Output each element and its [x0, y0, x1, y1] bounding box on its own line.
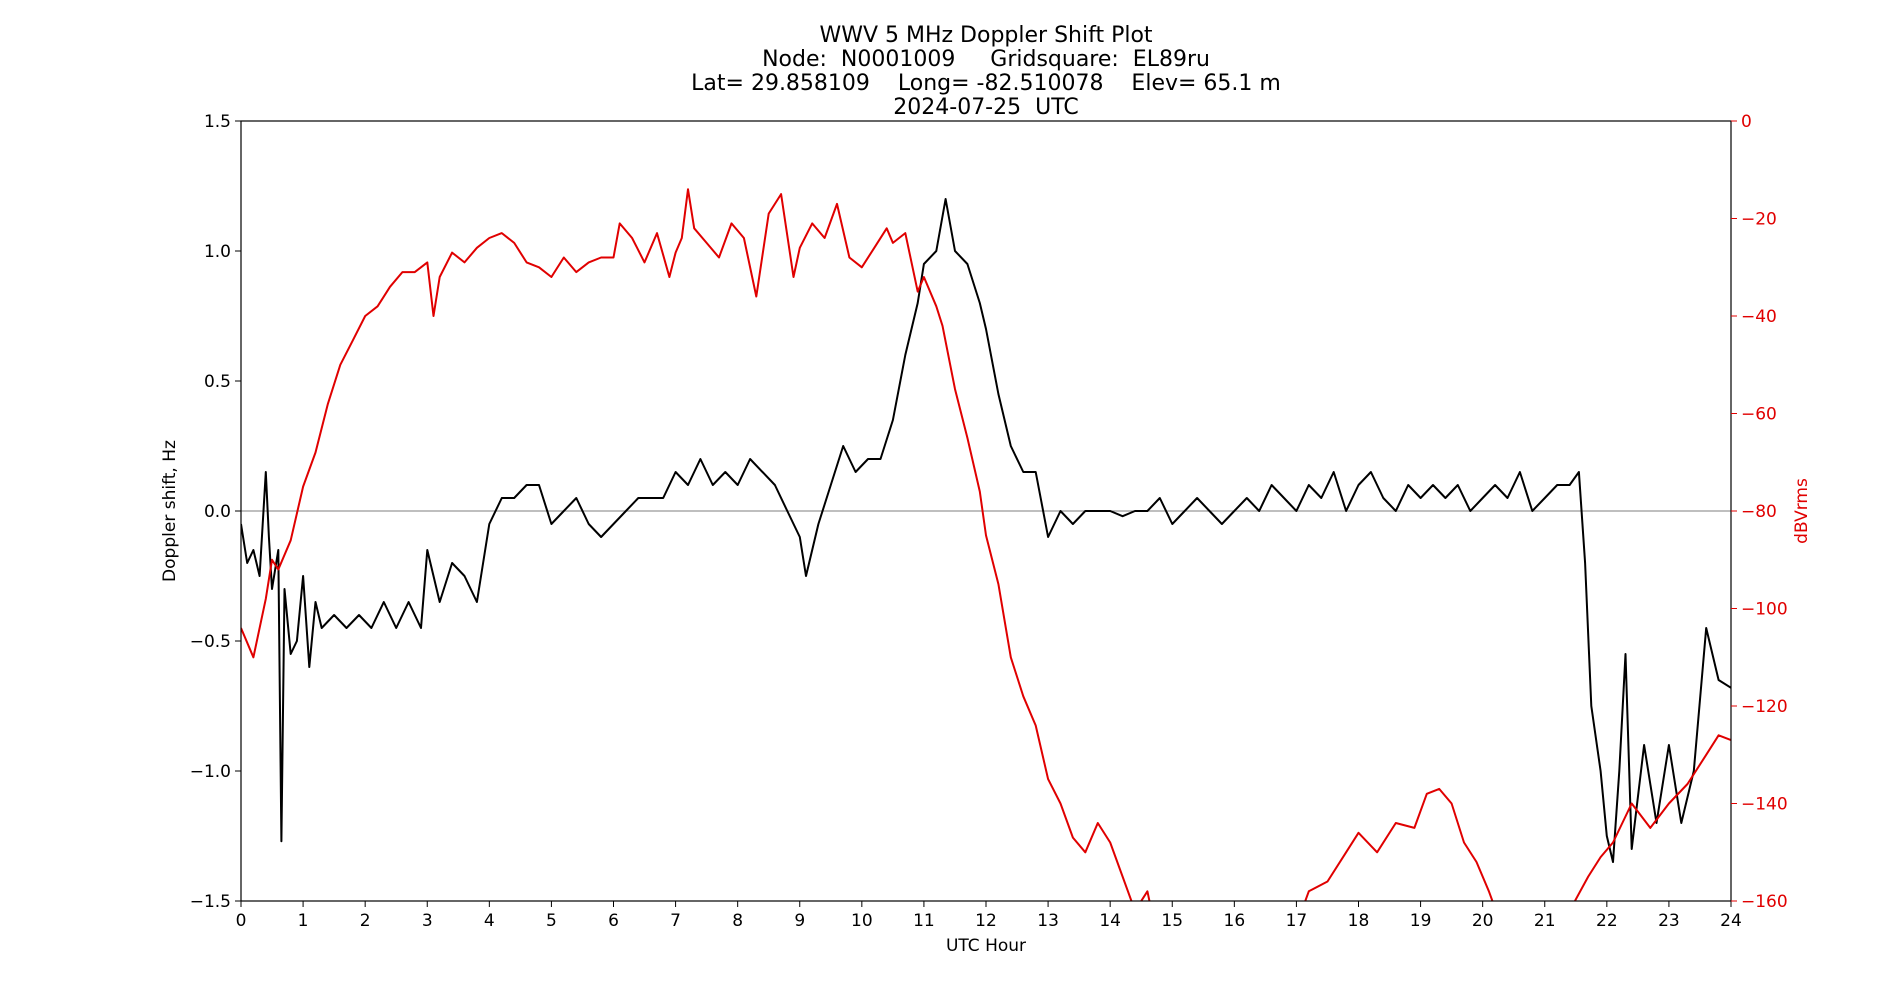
title-line-1: WWV 5 MHz Doppler Shift Plot	[819, 23, 1152, 48]
y-tick-label: −1.5	[190, 892, 231, 912]
y-tick-label: 0.5	[204, 372, 231, 392]
x-tick-label: 21	[1534, 911, 1556, 931]
y-axis-left: 1.5 1.0 0.5 0.0 −0.5 −1.0 −1.5	[190, 112, 241, 912]
x-tick-label: 7	[670, 911, 681, 931]
x-axis-label: UTC Hour	[946, 936, 1026, 956]
y-axis-right: 0 −20 −40 −60 −80 −100 −120 −140 −160	[1731, 112, 1788, 912]
y-axis-right-label: dBVrms	[1792, 478, 1812, 544]
doppler-series-line	[241, 198, 1731, 863]
x-tick-label: 2	[360, 911, 371, 931]
y-right-tick-label: −40	[1741, 307, 1777, 327]
power-series-line	[241, 188, 1731, 901]
y-right-tick-label: −160	[1741, 892, 1788, 912]
x-tick-label: 10	[851, 911, 873, 931]
y-axis-label: Doppler shift, Hz	[160, 440, 180, 582]
x-tick-label: 18	[1348, 911, 1370, 931]
x-tick-label: 16	[1224, 911, 1246, 931]
y-tick-label: −1.0	[190, 762, 231, 782]
x-tick-label: 9	[794, 911, 805, 931]
y-right-tick-label: −100	[1741, 600, 1788, 620]
x-tick-label: 24	[1720, 911, 1742, 931]
y-right-tick-label: 0	[1741, 112, 1752, 132]
x-tick-label: 22	[1596, 911, 1618, 931]
x-tick-label: 14	[1099, 911, 1121, 931]
y-right-tick-label: −120	[1741, 697, 1788, 717]
x-tick-label: 12	[975, 911, 997, 931]
y-right-tick-label: −80	[1741, 502, 1777, 522]
x-tick-label: 3	[422, 911, 433, 931]
y-right-tick-label: −20	[1741, 210, 1777, 230]
y-tick-label: 0.0	[204, 502, 231, 522]
x-tick-label: 1	[298, 911, 309, 931]
x-tick-label: 13	[1037, 911, 1059, 931]
x-tick-label: 8	[732, 911, 743, 931]
x-axis: 0 1 2 3 4 5 6 7 8 9 10 11 12 13 14 15 16 17 18 19 20 21 22 23 24	[236, 901, 1742, 931]
x-tick-label: 4	[484, 911, 495, 931]
title-line-2: Node: N0001009 Gridsquare: EL89ru	[762, 47, 1210, 72]
x-tick-label: 0	[236, 911, 247, 931]
y-tick-label: 1.0	[204, 242, 231, 262]
title-line-3: Lat= 29.858109 Long= -82.510078 Elev= 65…	[691, 71, 1281, 96]
x-tick-label: 17	[1286, 911, 1308, 931]
x-tick-label: 15	[1161, 911, 1183, 931]
y-tick-label: −0.5	[190, 632, 231, 652]
y-tick-label: 1.5	[204, 112, 231, 132]
x-tick-label: 23	[1658, 911, 1680, 931]
title-line-4: 2024-07-25 UTC	[893, 95, 1078, 120]
x-tick-label: 11	[913, 911, 935, 931]
x-tick-label: 5	[546, 911, 557, 931]
x-tick-label: 19	[1410, 911, 1432, 931]
x-tick-label: 6	[608, 911, 619, 931]
series-group	[241, 188, 1731, 901]
y-right-tick-label: −140	[1741, 795, 1788, 815]
x-tick-label: 20	[1472, 911, 1494, 931]
y-right-tick-label: −60	[1741, 405, 1777, 425]
